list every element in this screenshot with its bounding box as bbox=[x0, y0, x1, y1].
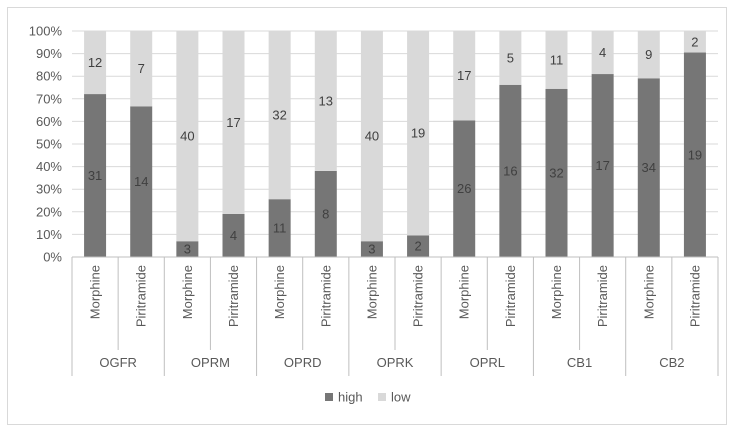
bar-high bbox=[84, 94, 107, 258]
data-label-low: 32 bbox=[272, 108, 286, 123]
data-label-low: 4 bbox=[599, 45, 606, 60]
bar-low bbox=[314, 31, 337, 171]
legend-label: low bbox=[391, 390, 411, 405]
data-label-low: 40 bbox=[180, 129, 194, 144]
x-subcategory-label: Morphine bbox=[457, 265, 472, 319]
bar-low bbox=[453, 31, 476, 121]
x-subcategory-label: Morphine bbox=[364, 265, 379, 319]
x-group-label: OPRL bbox=[470, 355, 505, 370]
data-label-low: 7 bbox=[138, 61, 145, 76]
x-group-label: OPRK bbox=[377, 355, 414, 370]
data-label-low: 12 bbox=[88, 55, 102, 70]
x-subcategory-label: Morphine bbox=[180, 265, 195, 319]
x-group-label: CB1 bbox=[567, 355, 592, 370]
x-group-label: OPRM bbox=[191, 355, 230, 370]
x-subcategory-label: Piritramide bbox=[687, 265, 702, 327]
x-subcategory-label: Piritramide bbox=[318, 265, 333, 327]
data-label-high: 34 bbox=[642, 160, 656, 175]
bar-high bbox=[499, 84, 522, 257]
y-tick-label: 90% bbox=[36, 46, 62, 61]
x-subcategory-label: Morphine bbox=[88, 265, 103, 319]
bar-high bbox=[683, 52, 706, 258]
x-group-label: OPRD bbox=[284, 355, 322, 370]
bar-high bbox=[545, 88, 568, 257]
legend-label: high bbox=[338, 390, 363, 405]
bar-low bbox=[499, 31, 522, 85]
y-tick-label: 20% bbox=[36, 204, 62, 219]
legend-swatch bbox=[325, 393, 333, 401]
bar-high bbox=[176, 241, 199, 257]
bar-low bbox=[407, 31, 430, 236]
bar-low bbox=[222, 31, 245, 214]
y-tick-label: 30% bbox=[36, 182, 62, 197]
bar-high bbox=[130, 106, 153, 257]
data-label-high: 3 bbox=[184, 242, 191, 257]
bar-low bbox=[591, 31, 614, 75]
data-label-low: 13 bbox=[319, 93, 333, 108]
x-subcategory-label: Piritramide bbox=[411, 265, 426, 327]
bar-high bbox=[591, 74, 614, 257]
x-subcategory-label: Morphine bbox=[549, 265, 564, 319]
bar-high bbox=[268, 199, 291, 257]
legend-swatch bbox=[378, 393, 386, 401]
x-group-label: OGFR bbox=[99, 355, 137, 370]
y-tick-label: 40% bbox=[36, 159, 62, 174]
bar-high bbox=[314, 170, 337, 257]
y-tick-label: 60% bbox=[36, 114, 62, 129]
data-label-low: 17 bbox=[457, 68, 471, 83]
data-label-high: 31 bbox=[88, 168, 102, 183]
x-group-label: CB2 bbox=[659, 355, 684, 370]
bar-low bbox=[360, 31, 383, 242]
data-label-low: 9 bbox=[645, 47, 652, 62]
x-subcategory-label: Morphine bbox=[641, 265, 656, 319]
data-label-low: 19 bbox=[411, 126, 425, 141]
y-tick-label: 0% bbox=[43, 250, 62, 265]
data-label-high: 8 bbox=[322, 206, 329, 221]
bar-high bbox=[637, 78, 660, 257]
data-label-high: 2 bbox=[414, 239, 421, 254]
bar-high bbox=[222, 213, 245, 257]
data-label-high: 16 bbox=[503, 163, 517, 178]
bar-low bbox=[84, 31, 107, 95]
y-tick-label: 80% bbox=[36, 69, 62, 84]
x-subcategory-label: Piritramide bbox=[595, 265, 610, 327]
bar-low bbox=[130, 31, 153, 107]
bar-low bbox=[637, 31, 660, 79]
data-label-low: 5 bbox=[507, 50, 514, 65]
y-tick-label: 10% bbox=[36, 227, 62, 242]
bar-high bbox=[360, 241, 383, 257]
y-tick-label: 70% bbox=[36, 91, 62, 106]
x-subcategory-label: Piritramide bbox=[503, 265, 518, 327]
y-tick-label: 50% bbox=[36, 137, 62, 152]
data-label-low: 17 bbox=[226, 115, 240, 130]
data-label-low: 2 bbox=[691, 34, 698, 49]
x-subcategory-label: Piritramide bbox=[134, 265, 149, 327]
data-label-high: 19 bbox=[688, 147, 702, 162]
bar-low bbox=[683, 31, 706, 53]
x-subcategory-label: Piritramide bbox=[226, 265, 241, 327]
data-label-low: 40 bbox=[365, 129, 379, 144]
bar-low bbox=[545, 31, 568, 89]
y-tick-label: 100% bbox=[29, 24, 63, 39]
x-subcategory-label: Morphine bbox=[272, 265, 287, 319]
data-label-high: 14 bbox=[134, 174, 148, 189]
bar-low bbox=[176, 31, 199, 242]
data-label-high: 32 bbox=[549, 165, 563, 180]
bar-high bbox=[453, 120, 476, 257]
data-label-high: 26 bbox=[457, 181, 471, 196]
data-label-high: 4 bbox=[230, 228, 237, 243]
data-label-high: 11 bbox=[273, 221, 287, 236]
bar-low bbox=[268, 31, 291, 200]
bar-high bbox=[407, 235, 430, 257]
data-label-high: 3 bbox=[368, 242, 375, 257]
data-label-low: 11 bbox=[550, 52, 564, 67]
data-label-high: 17 bbox=[595, 158, 609, 173]
